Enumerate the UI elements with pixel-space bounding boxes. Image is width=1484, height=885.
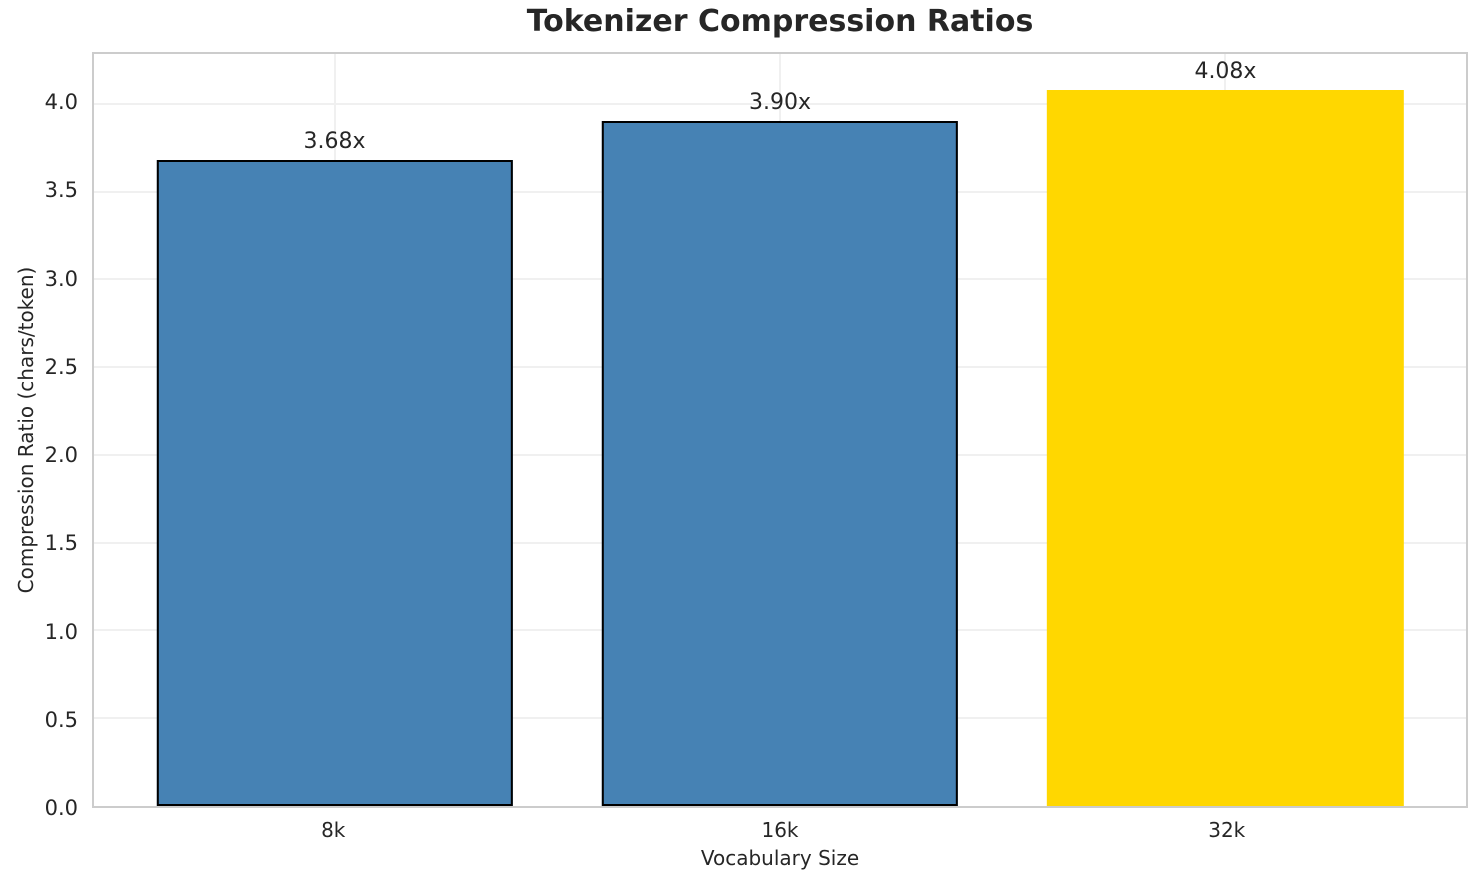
x-tick-label-32k: 32k: [1208, 818, 1246, 842]
chart-title: Tokenizer Compression Ratios: [526, 4, 1034, 39]
bar-value-label-16k: 3.90x: [748, 90, 812, 116]
x-tick-label-16k: 16k: [761, 818, 799, 842]
x-tick-label-8k: 8k: [321, 818, 346, 842]
y-tick-label: 0.0: [44, 796, 78, 820]
bar-16k: [601, 121, 959, 806]
y-tick-label: 0.5: [44, 707, 78, 732]
bar-value-label-8k: 3.68x: [303, 129, 366, 155]
bar-8k: [156, 160, 513, 806]
y-tick-label: 3.0: [44, 266, 78, 291]
y-tick-label: 1.5: [44, 531, 78, 556]
bar-32k: [1047, 89, 1404, 806]
y-tick-label: 1.0: [44, 619, 78, 644]
y-axis-ticks: 0.0 0.5 1.0 1.5 2.0 2.5 3.0 3.5 4.0: [0, 52, 78, 820]
y-tick-label: 2.5: [44, 354, 78, 379]
y-tick-label: 2.0: [44, 443, 78, 468]
x-axis-ticks: 8k 16k 32k: [92, 808, 1468, 848]
bar-value-label-32k: 4.08x: [1194, 58, 1257, 84]
y-tick-label: 4.0: [44, 90, 78, 115]
plot-area: 3.68x 3.90x 4.08x: [92, 52, 1468, 808]
y-axis-label: Compression Ratio (chars/token): [14, 266, 38, 594]
x-axis-label: Vocabulary Size: [700, 846, 860, 870]
y-tick-label: 3.5: [44, 178, 78, 203]
